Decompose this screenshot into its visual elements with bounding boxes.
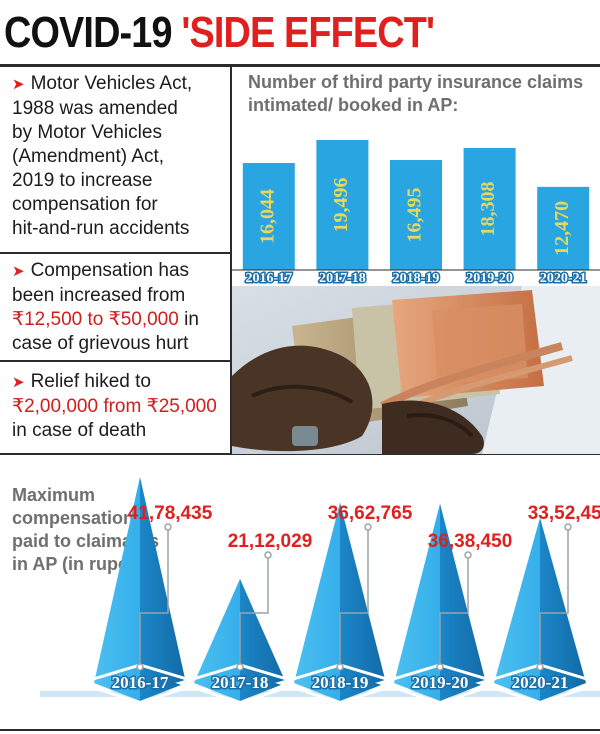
claims-value-label: 16,495	[404, 188, 426, 243]
claims-chart-title: Number of third party insurance claims i…	[248, 72, 584, 115]
floor-stripe	[40, 691, 600, 697]
compensation-value-label: 21,12,029	[228, 531, 313, 552]
compensation-value-label: 36,62,765	[328, 503, 413, 524]
leader-dot	[464, 551, 472, 559]
leader-dot	[336, 663, 344, 671]
leader-line	[139, 527, 169, 667]
claims-value-label: 18,308	[477, 181, 499, 236]
fact-3-intro: Relief hiked to	[30, 371, 151, 392]
compensation-category-label: 2020-21	[512, 673, 569, 692]
claims-category-label: 2017-18	[319, 271, 366, 284]
fact-3: ➤ Relief hiked to ₹2,00,000 from ₹25,000 …	[12, 370, 217, 443]
compensation-value-label: 41,78,435	[128, 503, 213, 524]
cone-left-face	[494, 517, 540, 701]
divider-bottom	[0, 729, 600, 731]
cone-right-face	[240, 578, 286, 701]
leader-line	[239, 555, 269, 667]
divider-fact-2	[0, 360, 230, 362]
leader-dot	[164, 523, 172, 531]
leader-line	[339, 527, 369, 667]
compensation-category-label: 2019-20	[412, 673, 469, 692]
fact-1-intro: Motor Vehicles Act,	[30, 73, 193, 94]
cone-left-face	[294, 502, 340, 701]
claims-category-label: 2018-19	[393, 271, 440, 284]
currency-notes-photo	[232, 286, 600, 454]
fact-2-highlight-tail: in	[178, 309, 199, 330]
fact-1-body: 1988 was amended by Motor Vehicles (Amen…	[12, 98, 190, 239]
claims-bar	[242, 163, 295, 270]
claims-axis-band	[232, 270, 600, 284]
compensation-category-label: 2017-18	[212, 673, 269, 692]
claims-value-label: 19,496	[330, 178, 352, 233]
claims-category-label: 2020-21	[540, 271, 587, 284]
page-title: COVID-19 'SIDE EFFECT'	[4, 2, 513, 64]
fact-3-highlight: ₹2,00,000 from ₹25,000	[12, 396, 217, 417]
cone-left-face	[394, 503, 440, 701]
cone-right-face	[140, 476, 186, 701]
arrow-icon: ➤	[12, 374, 25, 391]
divider-vertical	[230, 67, 232, 453]
compensation-category-label: 2016-17	[112, 673, 169, 692]
arrow-icon: ➤	[12, 263, 25, 280]
fact-1: ➤ Motor Vehicles Act, 1988 was amended by…	[12, 72, 192, 241]
claims-bar	[390, 160, 442, 270]
divider-fact-1	[0, 252, 230, 254]
fact-2-highlight: ₹12,500 to ₹50,000	[12, 309, 179, 330]
cone-left-face	[194, 578, 240, 701]
compensation-value-label: 36,38,450	[428, 531, 513, 552]
fact-3-tail: in case of death	[12, 420, 147, 441]
leader-dot	[436, 663, 444, 671]
cone-right-face	[540, 517, 586, 701]
compensation-cone-chart: 41,78,435 2016-17 21,12,029 2017-18 36,62,76…	[40, 476, 600, 705]
claims-value-label: 16,044	[256, 189, 278, 244]
leader-dot	[264, 551, 272, 559]
cone-base-outline	[475, 663, 600, 705]
cone-right-face	[440, 503, 486, 701]
cone-right-face	[340, 502, 386, 701]
compensation-value-label: 33,52,458	[528, 503, 600, 524]
claims-category-label: 2019-20	[466, 271, 513, 284]
leader-dot	[564, 523, 572, 531]
claims-bar-chart: 16,044 19,496 16,495 18,308 12,470 2016-17 201…	[232, 140, 600, 284]
fact-2-intro: Compensation has	[30, 260, 190, 281]
fact-2-tail: case of grievous hurt	[12, 333, 189, 354]
leader-dot	[536, 663, 544, 671]
arrow-icon: ➤	[12, 76, 25, 93]
title-part-2: 'SIDE EFFECT'	[181, 8, 435, 57]
leader-line	[539, 527, 569, 667]
fact-2-body: been increased from	[12, 285, 186, 306]
divider-top	[0, 64, 600, 67]
claims-bar	[537, 186, 590, 270]
leader-dot	[364, 523, 372, 531]
divider-middle	[0, 453, 600, 455]
leader-dot	[136, 663, 144, 671]
leader-line	[439, 555, 469, 667]
fact-2: ➤ Compensation has been increased from ₹1…	[12, 259, 199, 356]
compensation-category-label: 2018-19	[312, 673, 369, 692]
leader-dot	[236, 663, 244, 671]
title-part-1: COVID-19	[4, 8, 173, 57]
cone-left-face	[94, 476, 140, 701]
claims-bar	[316, 140, 369, 270]
claims-category-label: 2016-17	[245, 271, 292, 284]
claims-bar	[463, 147, 516, 270]
claims-value-label: 12,470	[551, 201, 573, 256]
